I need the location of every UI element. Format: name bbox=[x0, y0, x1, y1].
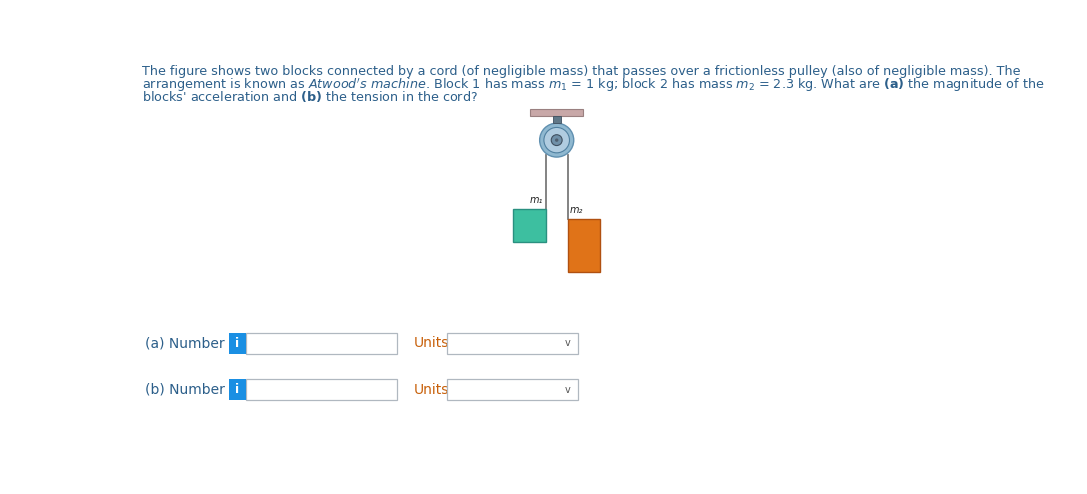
Circle shape bbox=[539, 123, 574, 157]
Bar bbox=[229, 379, 246, 401]
Text: arrangement is known as $\mathit{Atwood's\ machine}$. Block 1 has mass $m_1$ = 1: arrangement is known as $\mathit{Atwood'… bbox=[142, 77, 1045, 94]
Text: Units: Units bbox=[414, 383, 450, 397]
Bar bbox=[567, 219, 600, 272]
Text: m₂: m₂ bbox=[570, 205, 584, 215]
Text: i: i bbox=[236, 383, 239, 396]
Text: m₁: m₁ bbox=[530, 195, 544, 205]
Text: Units: Units bbox=[414, 336, 450, 350]
Bar bbox=[229, 332, 246, 354]
Bar bbox=[447, 379, 578, 401]
Bar bbox=[246, 379, 397, 401]
Bar bbox=[553, 116, 561, 123]
Bar bbox=[530, 109, 583, 116]
Text: (b) Number: (b) Number bbox=[146, 383, 225, 397]
Text: v: v bbox=[564, 338, 571, 348]
Text: v: v bbox=[564, 385, 571, 395]
Circle shape bbox=[555, 138, 559, 142]
Text: i: i bbox=[236, 337, 239, 350]
Text: (a) Number: (a) Number bbox=[146, 336, 225, 350]
Bar bbox=[246, 332, 397, 354]
Bar bbox=[513, 209, 546, 242]
Bar bbox=[447, 332, 578, 354]
Text: The figure shows two blocks connected by a cord (of negligible mass) that passes: The figure shows two blocks connected by… bbox=[142, 65, 1021, 79]
Circle shape bbox=[544, 127, 570, 153]
Text: blocks' acceleration and $\mathbf{(b)}$ the tension in the cord?: blocks' acceleration and $\mathbf{(b)}$ … bbox=[142, 88, 478, 104]
Circle shape bbox=[551, 135, 562, 146]
